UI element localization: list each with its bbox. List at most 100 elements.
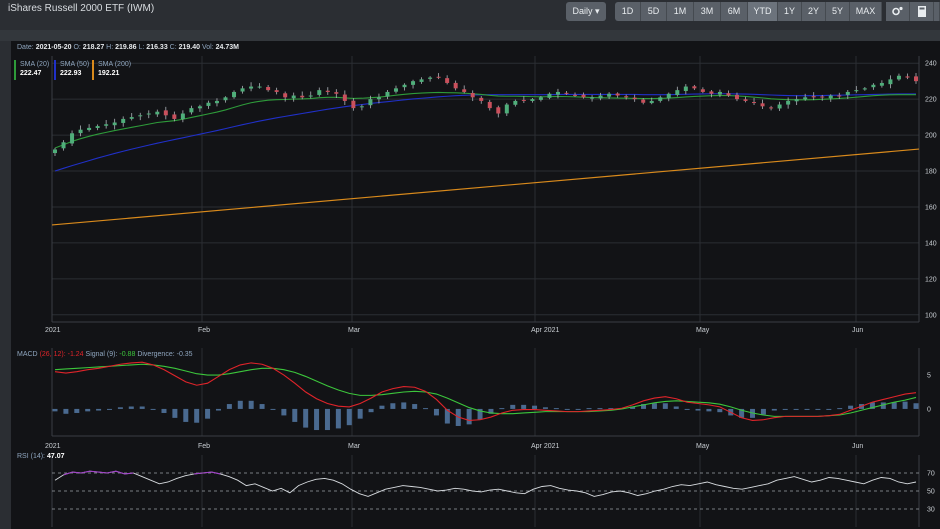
macd-histogram-bar [564, 408, 570, 410]
candle-body [743, 99, 748, 101]
macd-histogram-bar [248, 400, 254, 409]
x-tick-label: May [696, 327, 710, 334]
candle-body [734, 94, 739, 100]
candle-body [487, 101, 492, 109]
range-6m-button[interactable]: 6M [721, 2, 748, 21]
macd-histogram-bar [281, 408, 287, 416]
range-ytd-button[interactable]: YTD [748, 2, 778, 21]
gear-icon [892, 6, 903, 16]
candle-body [803, 97, 808, 100]
macd-histogram-bar [521, 404, 527, 409]
candle-body [777, 104, 782, 109]
range-max-button[interactable]: MAX [850, 2, 882, 21]
candle-body [479, 97, 484, 101]
macd-histogram-bar [237, 400, 243, 409]
candle-body [291, 95, 296, 99]
range-5y-button[interactable]: 5Y [826, 2, 850, 21]
macd-histogram-bar [837, 408, 843, 410]
macd-histogram-bar [902, 401, 908, 409]
candle-body [257, 86, 262, 88]
range-2y-button[interactable]: 2Y [802, 2, 826, 21]
candle-body [317, 90, 322, 95]
candle-body [845, 91, 850, 95]
range-1y-button[interactable]: 1Y [778, 2, 802, 21]
candle-body [914, 76, 918, 82]
rsi-overbought-segment [194, 472, 203, 475]
candle-body [888, 79, 893, 85]
macd-histogram-bar [510, 404, 516, 409]
candle-body [786, 100, 791, 105]
y-tick-label: 120 [925, 276, 937, 283]
candle-body [240, 88, 245, 92]
macd-histogram-bar [335, 408, 341, 429]
rsi-overbought-segment [211, 471, 221, 475]
x-tick-label: Jun [852, 327, 863, 334]
macd-histogram-bar [117, 407, 123, 409]
x-tick-label: Apr 2021 [531, 443, 560, 450]
candle-body [104, 124, 109, 126]
candle-body [632, 97, 637, 100]
rsi-tick-label: 70 [927, 471, 935, 478]
candle-body [462, 89, 467, 92]
candle-body [411, 81, 416, 85]
rsi-overbought-segment [89, 470, 99, 473]
candle-body [692, 86, 697, 89]
macd-legend: MACD (26, 12): -1.24 Signal (9): -0.88 D… [17, 351, 193, 358]
macd-histogram-bar [444, 408, 450, 424]
candle-body [283, 93, 288, 98]
legend-sma20[interactable]: SMA (20) 222.47 [14, 60, 49, 80]
macd-histogram-bar [673, 406, 679, 409]
candle-body [206, 102, 211, 106]
candle-body [896, 75, 901, 80]
candle-body [709, 91, 714, 94]
candle-body [496, 107, 501, 114]
settings-button[interactable] [886, 2, 910, 21]
candle-body [53, 149, 57, 154]
separator [0, 30, 940, 41]
macd-histogram-bar [324, 408, 330, 431]
macd-histogram-bar [466, 408, 472, 425]
macd-histogram-bar [717, 408, 723, 413]
candle-body [445, 78, 450, 83]
macd-histogram-bar [379, 405, 385, 409]
candle-body [752, 102, 757, 104]
interval-dropdown[interactable]: Daily ▾ [566, 2, 606, 21]
calculator-button[interactable] [910, 2, 934, 21]
candle-body [419, 79, 424, 82]
range-1d-button[interactable]: 1D [615, 2, 641, 21]
candle-body [70, 133, 75, 144]
macd-histogram-bar [390, 403, 396, 409]
macd-histogram-bar [706, 408, 712, 412]
macd-histogram-bar [314, 408, 320, 431]
x-tick-label: Apr 2021 [531, 327, 560, 334]
candle-body [683, 86, 688, 91]
macd-histogram-bar [172, 408, 178, 418]
legend-sma50[interactable]: SMA (50) 222.93 [54, 60, 89, 80]
candle-body [905, 76, 910, 78]
y-tick-label: 100 [925, 312, 937, 319]
candle-body [95, 126, 100, 129]
macd-histogram-bar [259, 404, 265, 409]
legend-sma200[interactable]: SMA (200) 192.21 [92, 60, 131, 80]
candle-body [146, 113, 151, 115]
range-3m-button[interactable]: 3M [694, 2, 721, 21]
candle-body [453, 82, 458, 89]
candle-body [513, 100, 518, 105]
macd-histogram-bar [630, 406, 636, 409]
candle-body [393, 88, 398, 92]
calculator-icon [918, 6, 926, 17]
rsi-overbought-segment [124, 472, 134, 475]
rsi-legend: RSI (14): 47.07 [17, 453, 65, 460]
macd-histogram-bar [542, 407, 548, 409]
range-5d-button[interactable]: 5D [641, 2, 667, 21]
candle-body [700, 89, 705, 92]
y-tick-label: 180 [925, 169, 937, 176]
macd-line [54, 361, 917, 421]
candle-body [769, 107, 774, 109]
candle-body [61, 142, 66, 149]
macd-histogram-bar [499, 408, 505, 410]
rsi-overbought-segment [72, 471, 82, 474]
candle-body [121, 118, 126, 123]
range-1m-button[interactable]: 1M [667, 2, 694, 21]
